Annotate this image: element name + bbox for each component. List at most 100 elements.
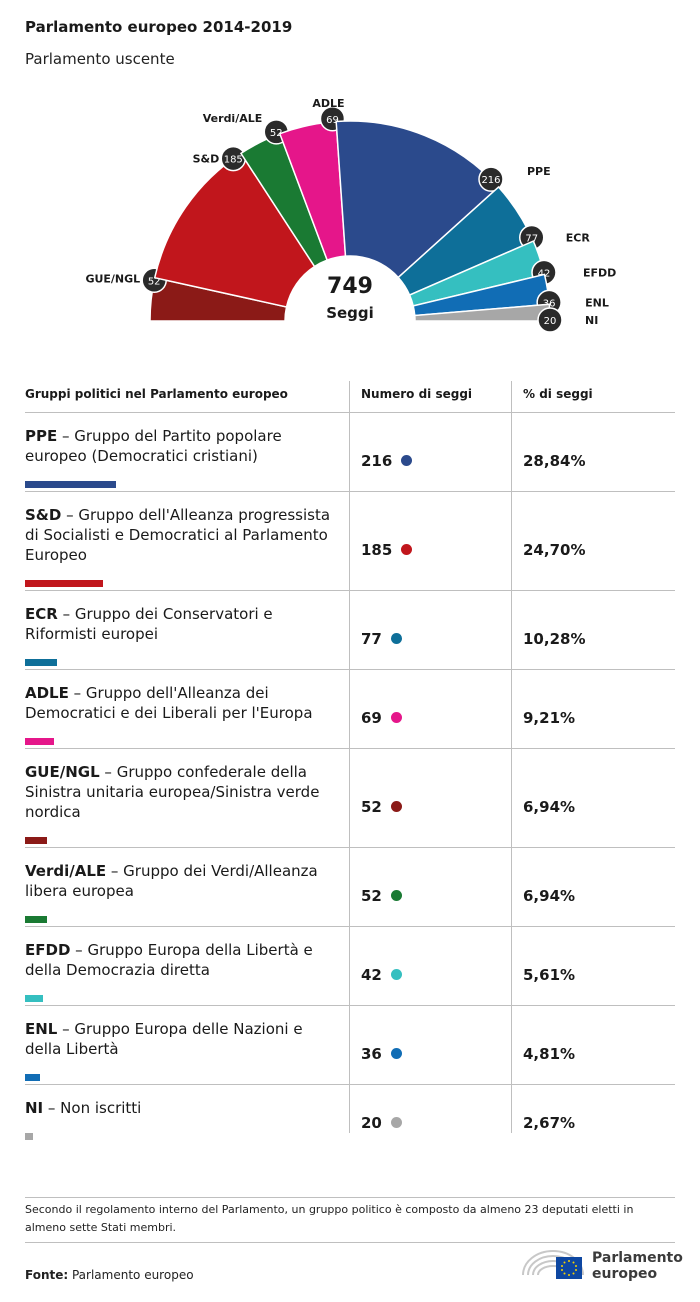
seat-count: 52	[361, 887, 402, 905]
group-color-dot	[390, 633, 402, 644]
group-color-dot	[390, 969, 402, 980]
category-label: ADLE	[312, 97, 344, 110]
group-color-dot	[390, 712, 402, 723]
share-bar	[25, 738, 54, 745]
group-full-name: – Gruppo Europa della Libertà e della De…	[25, 941, 313, 979]
share-bar	[25, 580, 103, 587]
group-abbr: NI	[25, 1099, 44, 1117]
column-divider	[349, 381, 350, 1133]
value-label: 52	[270, 128, 283, 139]
group-full-name: – Non iscritti	[43, 1099, 142, 1117]
header-seats: Numero di seggi	[361, 387, 473, 401]
source-value: Parlamento europeo	[68, 1268, 194, 1282]
group-name: Verdi/ALE – Gruppo dei Verdi/Alleanza li…	[25, 861, 343, 901]
center-value: 749	[327, 274, 373, 299]
table-row: PPE – Gruppo del Partito popolare europe…	[25, 413, 675, 492]
seat-count: 69	[361, 709, 402, 727]
group-color-dot	[401, 544, 413, 555]
seat-count: 20	[361, 1114, 402, 1132]
value-badge: 216	[478, 166, 504, 192]
group-abbr: PPE	[25, 427, 58, 445]
seats-table: Gruppi politici nel Parlamento europeo N…	[25, 381, 675, 1143]
category-label: NI	[585, 314, 598, 327]
value-label: 69	[326, 115, 339, 126]
group-color-dot	[390, 1048, 402, 1059]
category-label: ENL	[585, 296, 609, 309]
value-label: 185	[224, 155, 243, 166]
group-name: PPE – Gruppo del Partito popolare europe…	[25, 426, 343, 466]
seat-percent: 10,28%	[523, 630, 586, 648]
source-label: Fonte:	[25, 1268, 69, 1282]
category-label: PPE	[527, 165, 551, 178]
group-name: ADLE – Gruppo dell'Alleanza dei Democrat…	[25, 683, 343, 723]
logo-line-1: Parlamento	[592, 1250, 683, 1266]
value-badge: 185	[220, 145, 247, 172]
group-abbr: GUE/NGL	[25, 763, 100, 781]
group-name: ECR – Gruppo dei Conservatori e Riformis…	[25, 604, 343, 644]
value-label: 20	[544, 316, 557, 327]
seat-count: 36	[361, 1045, 402, 1063]
value-badge: 20	[537, 307, 563, 333]
group-abbr: ADLE	[25, 684, 69, 702]
seat-count: 42	[361, 966, 402, 984]
column-divider	[511, 381, 512, 1133]
category-label: S&D	[193, 153, 220, 166]
group-full-name: – Gruppo dei Verdi/Alleanza libera europ…	[25, 862, 318, 900]
category-label: ECR	[566, 232, 591, 245]
group-full-name: – Gruppo dei Conservatori e Riformisti e…	[25, 605, 273, 643]
seat-value: 52	[361, 798, 382, 816]
table-row: S&D – Gruppo dell'Alleanza progressista …	[25, 492, 675, 591]
seat-percent: 28,84%	[523, 452, 586, 470]
seat-value: 20	[361, 1114, 382, 1132]
parliament-logo-icon	[522, 1250, 584, 1279]
group-name: GUE/NGL – Gruppo confederale della Sinis…	[25, 762, 343, 822]
group-color-dot	[401, 455, 413, 466]
logo-text: Parlamento europeo	[592, 1250, 683, 1282]
value-label: 216	[481, 175, 500, 186]
seat-percent: 6,94%	[523, 798, 576, 816]
seat-value: 216	[361, 452, 393, 470]
share-bar	[25, 916, 47, 923]
table-header: Gruppi politici nel Parlamento europeo N…	[25, 381, 675, 413]
footnote: Secondo il regolamento interno del Parla…	[25, 1197, 675, 1243]
category-label: Verdi/ALE	[203, 112, 263, 125]
category-label: EFDD	[583, 266, 616, 279]
table-row: EFDD – Gruppo Europa della Libertà e del…	[25, 927, 675, 1006]
group-color-dot	[390, 1117, 402, 1128]
seat-percent: 24,70%	[523, 541, 586, 559]
group-full-name: – Gruppo dell'Alleanza dei Democratici e…	[25, 684, 313, 722]
seat-count: 185	[361, 541, 413, 559]
group-full-name: – Gruppo del Partito popolare europeo (D…	[25, 427, 282, 465]
share-bar	[25, 995, 43, 1002]
page-subtitle: Parlamento uscente	[25, 50, 175, 68]
group-abbr: Verdi/ALE	[25, 862, 107, 880]
seat-percent: 9,21%	[523, 709, 576, 727]
seat-value: 185	[361, 541, 393, 559]
header-groups: Gruppi politici nel Parlamento europeo	[25, 387, 288, 401]
table-row: Verdi/ALE – Gruppo dei Verdi/Alleanza li…	[25, 848, 675, 927]
group-name: ENL – Gruppo Europa delle Nazioni e dell…	[25, 1019, 343, 1059]
seat-percent: 4,81%	[523, 1045, 576, 1063]
seat-value: 77	[361, 630, 382, 648]
group-abbr: ECR	[25, 605, 58, 623]
table-row: GUE/NGL – Gruppo confederale della Sinis…	[25, 749, 675, 848]
seat-count: 52	[361, 798, 402, 816]
seat-value: 36	[361, 1045, 382, 1063]
group-name: EFDD – Gruppo Europa della Libertà e del…	[25, 940, 343, 980]
group-full-name: – Gruppo Europa delle Nazioni e della Li…	[25, 1020, 303, 1058]
seat-percent: 5,61%	[523, 966, 576, 984]
seat-percent: 6,94%	[523, 887, 576, 905]
group-color-dot	[390, 890, 402, 901]
share-bar	[25, 481, 116, 488]
share-bar	[25, 837, 47, 844]
group-full-name: – Gruppo dell'Alleanza progressista di S…	[25, 506, 331, 564]
table-row: ADLE – Gruppo dell'Alleanza dei Democrat…	[25, 670, 675, 749]
seat-count: 77	[361, 630, 402, 648]
source-line: Fonte: Parlamento europeo	[25, 1268, 194, 1282]
center-label: Seggi	[326, 304, 374, 322]
share-bar	[25, 1074, 40, 1081]
seat-count: 216	[361, 452, 413, 470]
table-row: ENL – Gruppo Europa delle Nazioni e dell…	[25, 1006, 675, 1085]
group-color-dot	[390, 801, 402, 812]
group-abbr: ENL	[25, 1020, 58, 1038]
